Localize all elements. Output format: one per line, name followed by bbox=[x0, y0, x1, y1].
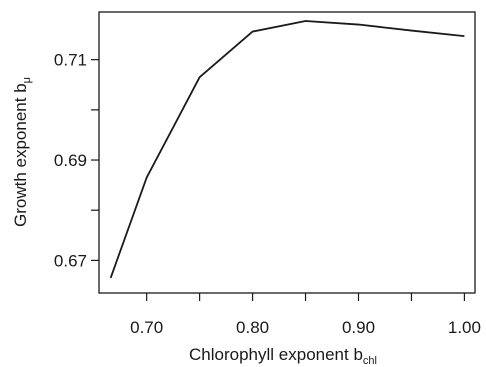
plot-frame bbox=[98, 11, 476, 294]
x-axis-title: Chlorophyll exponent bchl bbox=[189, 345, 377, 367]
y-tick-label: 0.69 bbox=[54, 151, 87, 170]
series-line bbox=[109, 20, 465, 279]
x-tick-label: 0.90 bbox=[342, 318, 375, 337]
x-tick-label: 1.00 bbox=[448, 318, 481, 337]
y-tick-label: 0.71 bbox=[54, 51, 87, 70]
y-axis-title: Growth exponent bμ bbox=[11, 77, 33, 227]
x-tick-label: 0.80 bbox=[236, 318, 269, 337]
x-tick-label: 0.70 bbox=[130, 318, 163, 337]
x-axis: 0.70 0.80 0.90 1.00 bbox=[130, 293, 481, 337]
y-tick-label: 0.67 bbox=[54, 251, 87, 270]
y-axis: 0.67 0.69 0.71 bbox=[54, 51, 99, 270]
